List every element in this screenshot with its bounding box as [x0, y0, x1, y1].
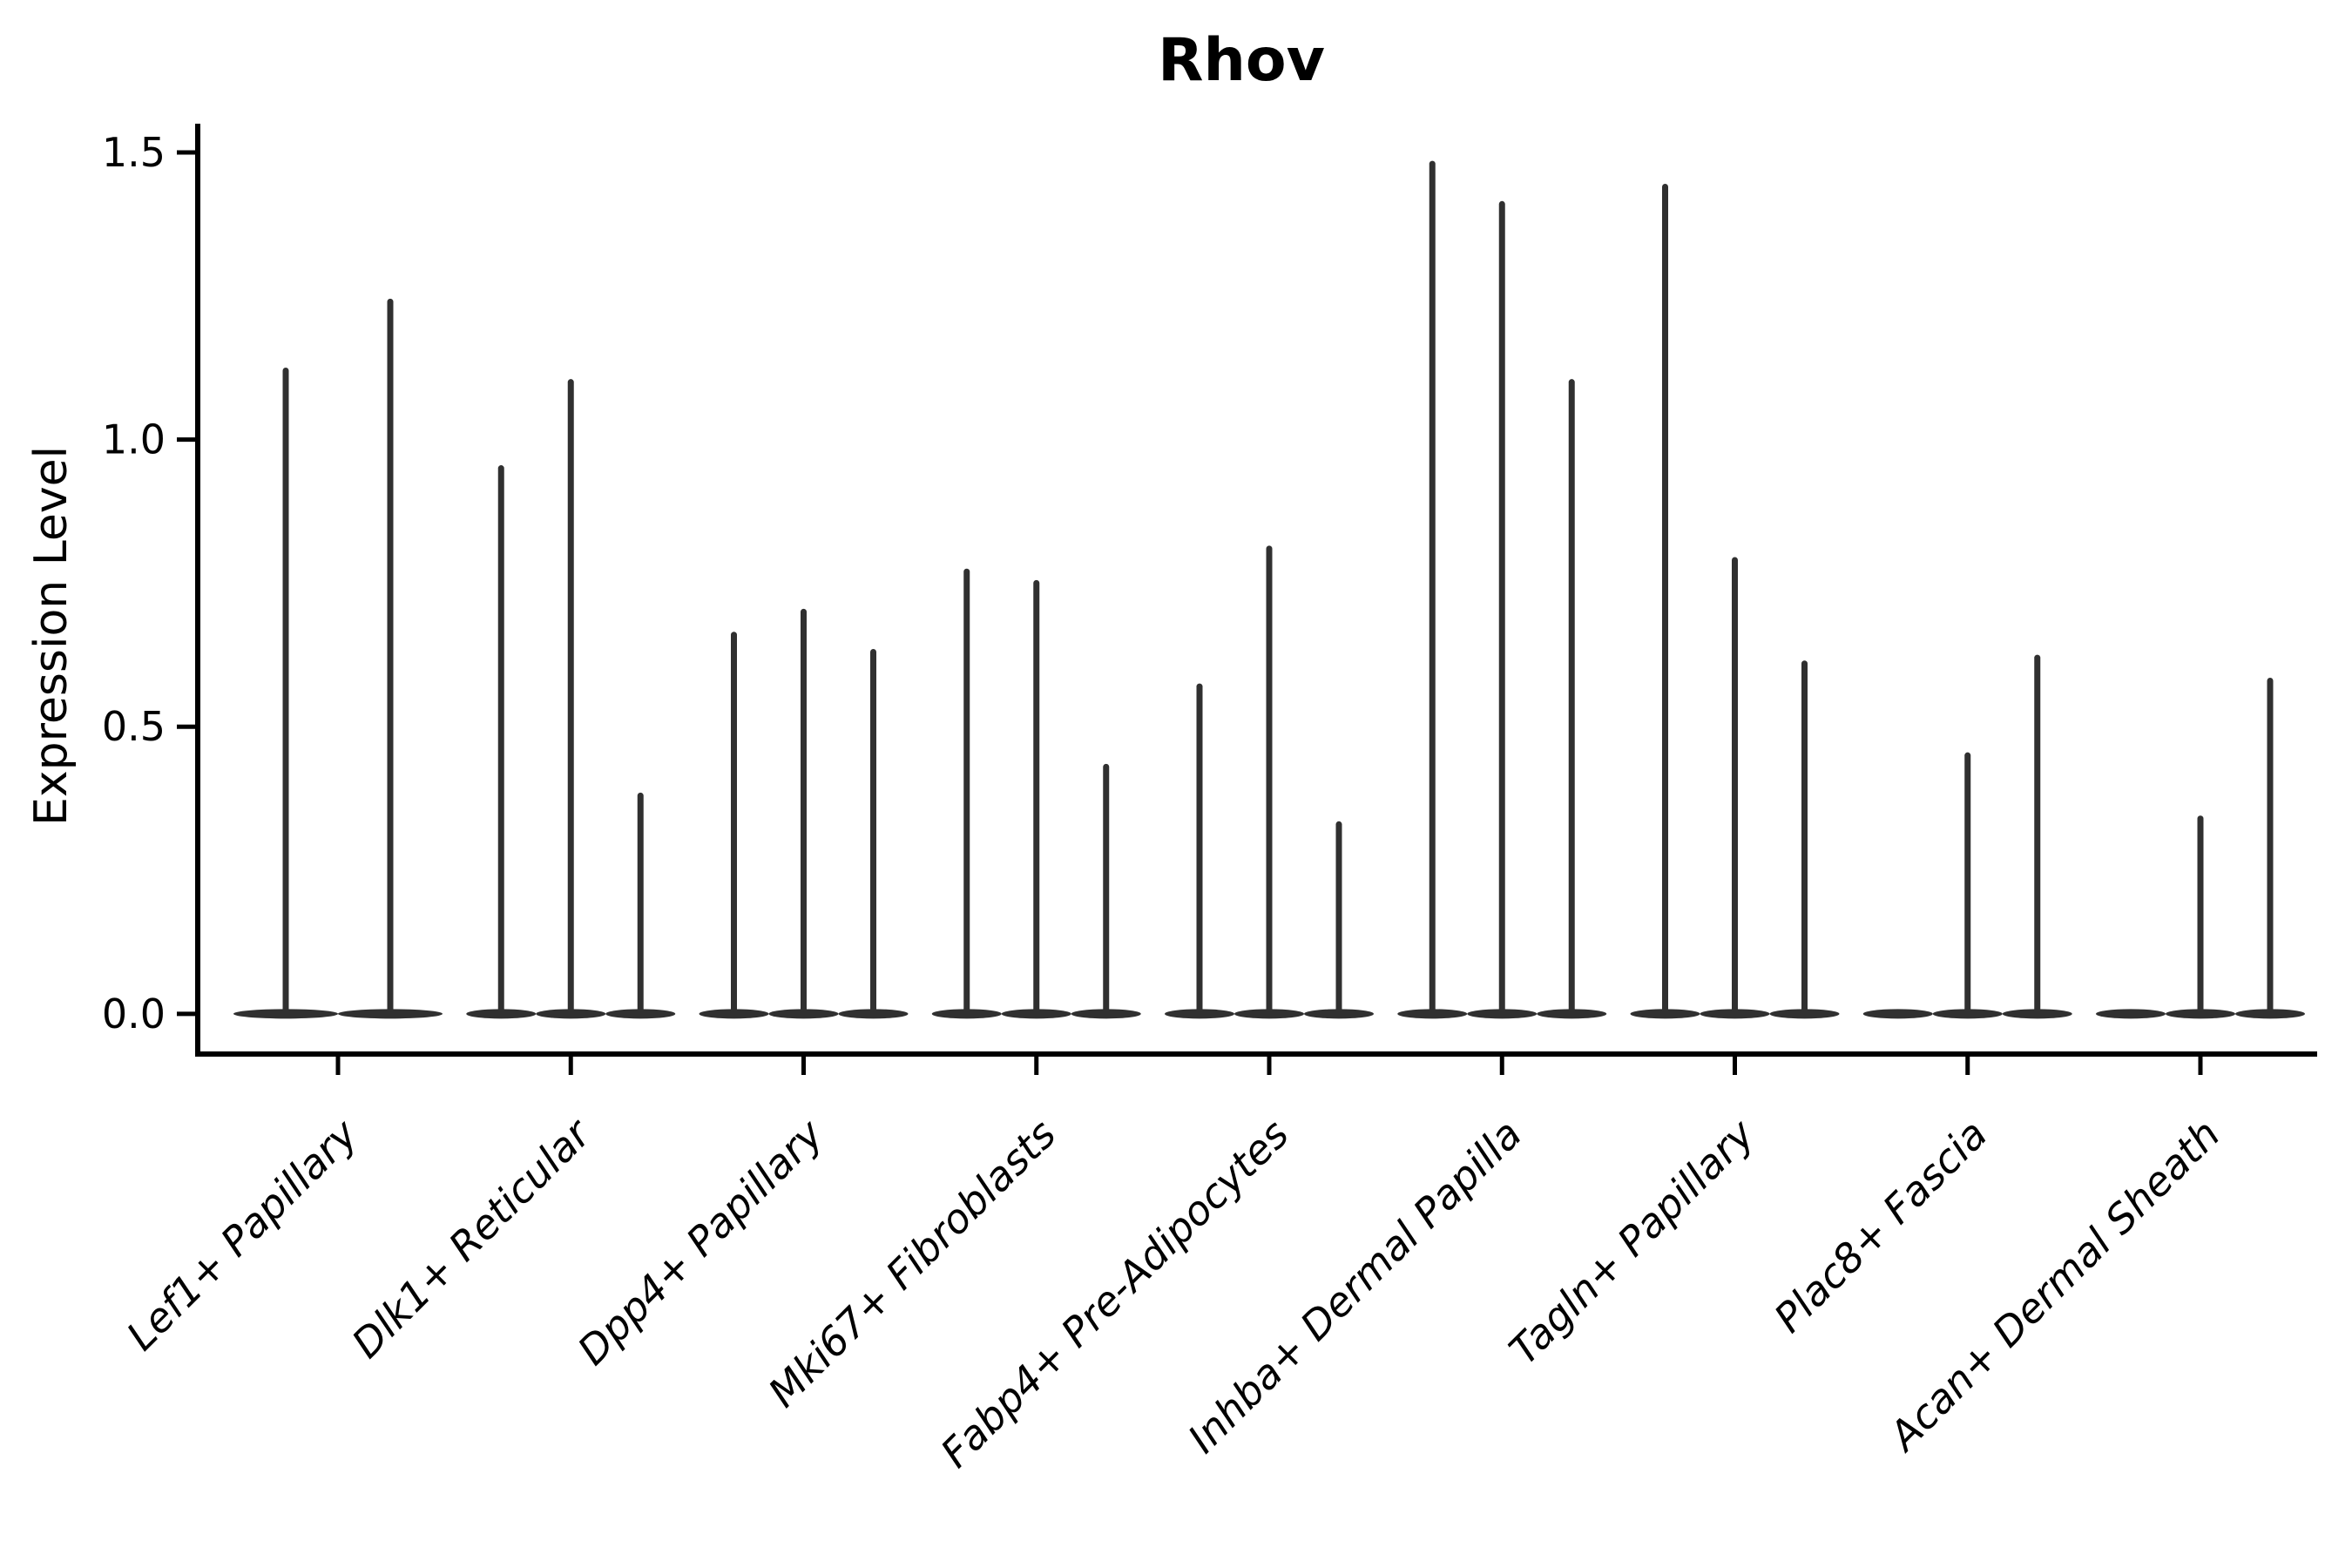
violin-group-mki67-fibroblasts	[931, 568, 1141, 1019]
chart-title: Rhov	[1158, 26, 1325, 95]
violins-layer	[233, 160, 2305, 1019]
violin-group-dpp4-papillary	[699, 608, 909, 1019]
violin-base	[1862, 1009, 1933, 1019]
violin-group-tagln-papillary	[1630, 184, 1840, 1019]
violin-group-inhba-dermal-papilla	[1397, 160, 1607, 1019]
y-axis-label: Expression Level	[25, 446, 78, 826]
x-tick-label: Tagln+ Papillary	[1500, 1110, 1764, 1374]
violin-group-dlk1-reticular	[466, 379, 676, 1019]
violin-group-lef1-papillary	[233, 298, 443, 1019]
y-tick-label: 1.0	[102, 416, 166, 463]
violin-group-plac8-fascia	[1862, 654, 2072, 1019]
x-tick-label: Lef1+ Papillary	[118, 1110, 367, 1359]
x-tick-label: Plac8+ Fascia	[1765, 1111, 1996, 1342]
x-tick-label: Dlk1+ Reticular	[342, 1108, 601, 1367]
violin-base	[2096, 1009, 2166, 1019]
violin-group-fabp4-pre-adipocytes	[1165, 545, 1374, 1019]
x-tick-label: Dpp4+ Papillary	[569, 1110, 833, 1374]
y-tick-label: 1.5	[102, 129, 166, 176]
y-tick-label: 0.5	[102, 703, 166, 750]
violin-group-acan-dermal-sheath	[2096, 677, 2305, 1019]
y-tick-label: 0.0	[102, 990, 166, 1037]
